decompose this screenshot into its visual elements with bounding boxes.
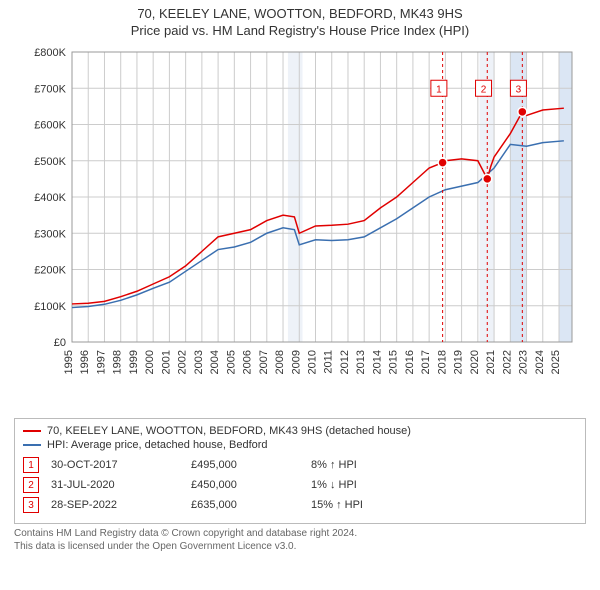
svg-text:£600K: £600K <box>34 120 66 132</box>
marker-index-box: 2 <box>23 477 39 493</box>
svg-text:£500K: £500K <box>34 156 66 168</box>
svg-text:2019: 2019 <box>453 350 465 374</box>
svg-text:1996: 1996 <box>79 350 91 374</box>
svg-text:£800K: £800K <box>34 47 66 59</box>
svg-text:2014: 2014 <box>371 350 383 374</box>
marker-row: 2 31-JUL-2020£450,0001% ↓ HPI <box>23 477 577 493</box>
legend-label: 70, KEELEY LANE, WOOTTON, BEDFORD, MK43 … <box>47 425 411 437</box>
svg-text:2010: 2010 <box>307 350 319 374</box>
svg-text:2002: 2002 <box>177 350 189 374</box>
svg-text:2006: 2006 <box>242 350 254 374</box>
legend-item: HPI: Average price, detached house, Bedf… <box>23 439 577 451</box>
svg-text:2004: 2004 <box>209 350 221 374</box>
marker-date: 28-SEP-2022 <box>51 499 191 511</box>
svg-text:2025: 2025 <box>550 350 562 374</box>
svg-text:£400K: £400K <box>34 192 66 204</box>
marker-delta: 15% ↑ HPI <box>311 499 431 511</box>
svg-text:1997: 1997 <box>95 350 107 374</box>
svg-text:2000: 2000 <box>144 350 156 374</box>
svg-text:2007: 2007 <box>258 350 270 374</box>
svg-text:2003: 2003 <box>193 350 205 374</box>
svg-text:2023: 2023 <box>518 350 530 374</box>
svg-text:2013: 2013 <box>355 350 367 374</box>
svg-text:2: 2 <box>481 84 487 95</box>
chart-legend: 70, KEELEY LANE, WOOTTON, BEDFORD, MK43 … <box>23 425 577 451</box>
svg-text:2001: 2001 <box>160 350 172 374</box>
marker-date: 30-OCT-2017 <box>51 459 191 471</box>
marker-price: £495,000 <box>191 459 311 471</box>
svg-text:1999: 1999 <box>128 350 140 374</box>
svg-text:2008: 2008 <box>274 350 286 374</box>
svg-text:2005: 2005 <box>225 350 237 374</box>
legend-and-markers-box: 70, KEELEY LANE, WOOTTON, BEDFORD, MK43 … <box>14 418 586 524</box>
svg-text:2020: 2020 <box>469 350 481 374</box>
marker-index-box: 1 <box>23 457 39 473</box>
svg-text:1995: 1995 <box>63 350 75 374</box>
marker-index-box: 3 <box>23 497 39 513</box>
page-title: 70, KEELEY LANE, WOOTTON, BEDFORD, MK43 … <box>0 6 600 21</box>
legend-swatch <box>23 430 41 432</box>
marker-row: 1 30-OCT-2017£495,0008% ↑ HPI <box>23 457 577 473</box>
svg-text:2017: 2017 <box>420 350 432 374</box>
footnote-line1: Contains HM Land Registry data © Crown c… <box>14 528 357 539</box>
svg-text:£0: £0 <box>54 337 66 349</box>
svg-text:£700K: £700K <box>34 83 66 95</box>
marker-delta: 1% ↓ HPI <box>311 479 431 491</box>
legend-swatch <box>23 444 41 446</box>
svg-text:£300K: £300K <box>34 228 66 240</box>
svg-text:2016: 2016 <box>404 350 416 374</box>
svg-text:3: 3 <box>516 84 522 95</box>
svg-text:2021: 2021 <box>485 350 497 374</box>
svg-text:2018: 2018 <box>436 350 448 374</box>
svg-text:1998: 1998 <box>112 350 124 374</box>
svg-text:2009: 2009 <box>290 350 302 374</box>
svg-text:2022: 2022 <box>501 350 513 374</box>
svg-text:2011: 2011 <box>323 350 335 374</box>
page-subtitle: Price paid vs. HM Land Registry's House … <box>0 23 600 38</box>
svg-text:£100K: £100K <box>34 301 66 313</box>
marker-price: £450,000 <box>191 479 311 491</box>
marker-delta: 8% ↑ HPI <box>311 459 431 471</box>
svg-text:2012: 2012 <box>339 350 351 374</box>
marker-price: £635,000 <box>191 499 311 511</box>
legend-label: HPI: Average price, detached house, Bedf… <box>47 439 268 451</box>
svg-text:2024: 2024 <box>534 350 546 374</box>
marker-date: 31-JUL-2020 <box>51 479 191 491</box>
marker-row: 3 28-SEP-2022£635,00015% ↑ HPI <box>23 497 577 513</box>
legend-item: 70, KEELEY LANE, WOOTTON, BEDFORD, MK43 … <box>23 425 577 437</box>
footnote: Contains HM Land Registry data © Crown c… <box>14 528 586 553</box>
footnote-line2: This data is licensed under the Open Gov… <box>14 541 296 552</box>
price-chart: £0 £100K £200K £300K £400K £500K £600K £700K £80… <box>20 44 580 404</box>
svg-text:£200K: £200K <box>34 265 66 277</box>
svg-text:1: 1 <box>436 84 442 95</box>
marker-table: 1 30-OCT-2017£495,0008% ↑ HPI 2 31-JUL-2020… <box>23 457 577 513</box>
svg-text:2015: 2015 <box>388 350 400 374</box>
